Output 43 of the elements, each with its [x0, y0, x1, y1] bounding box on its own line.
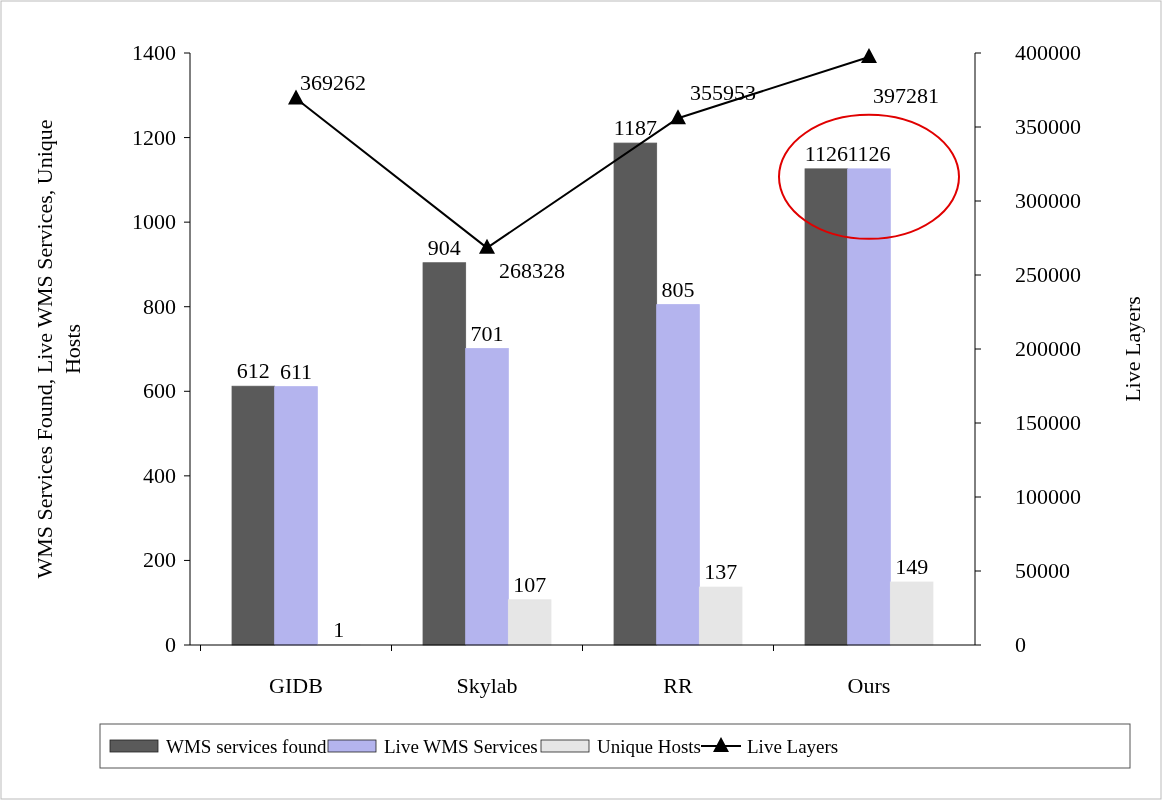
- data-label: 1126: [847, 140, 891, 166]
- data-label: 137: [704, 559, 738, 585]
- data-label: 107: [513, 571, 547, 597]
- data-label: 805: [661, 276, 695, 302]
- x-tick-label: GIDB: [269, 673, 323, 698]
- data-label: 1: [333, 616, 345, 642]
- y2-tick-label: 0: [1015, 632, 1026, 657]
- data-label: 149: [895, 553, 929, 579]
- legend-label: WMS services found: [166, 736, 327, 757]
- y2-tick-label: 350000: [1015, 114, 1081, 139]
- data-label: 612: [236, 358, 270, 384]
- data-label: 369262: [300, 70, 366, 96]
- y2-tick-label: 100000: [1015, 484, 1081, 509]
- y-tick-label: 400: [143, 462, 176, 488]
- data-label: 1126: [804, 140, 848, 166]
- data-label: 701: [470, 320, 504, 346]
- data-label: 611: [279, 358, 313, 384]
- y2-tick-label: 50000: [1015, 558, 1070, 583]
- data-label: 268328: [499, 257, 565, 283]
- x-tick-label: Ours: [847, 673, 891, 698]
- y-tick-label: 1000: [132, 209, 176, 235]
- legend-label: Unique Hosts: [597, 736, 701, 757]
- y-tick-label: 0: [165, 632, 176, 657]
- y-tick-label: 200: [143, 547, 176, 573]
- y-tick-label: 1400: [132, 40, 176, 65]
- x-tick-label: RR: [663, 673, 693, 698]
- y2-tick-label: 200000: [1015, 336, 1081, 361]
- legend-label: Live Layers: [747, 736, 839, 757]
- data-label: 355953: [690, 80, 756, 106]
- y-tick-label: 1200: [132, 124, 176, 150]
- y-tick-label: 800: [143, 293, 176, 319]
- y2-tick-label: 400000: [1015, 40, 1081, 65]
- legend-label: Live WMS Services: [384, 736, 538, 757]
- y-axis-title: WMS Services Found, Live WMS Services, Unique Hosts: [32, 119, 85, 579]
- data-label: 1187: [613, 115, 657, 141]
- y2-axis-title: Live Layers: [1120, 296, 1145, 402]
- y2-tick-label: 250000: [1015, 262, 1081, 287]
- y2-tick-label: 150000: [1015, 410, 1081, 435]
- y2-tick-label: 300000: [1015, 188, 1081, 213]
- x-tick-label: Skylab: [456, 673, 518, 698]
- data-label: 904: [427, 234, 461, 260]
- y-tick-label: 600: [143, 378, 176, 404]
- data-label: 397281: [873, 83, 939, 109]
